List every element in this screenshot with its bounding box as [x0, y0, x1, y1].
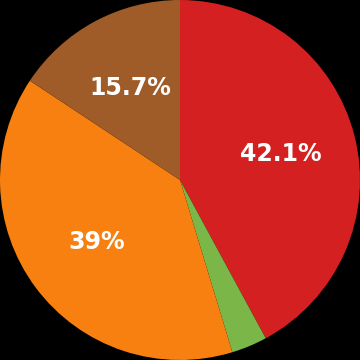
Text: 39%: 39%	[68, 230, 125, 255]
Text: 42.1%: 42.1%	[240, 142, 322, 166]
Wedge shape	[180, 180, 266, 352]
Wedge shape	[30, 0, 180, 180]
Wedge shape	[0, 81, 233, 360]
Text: 15.7%: 15.7%	[90, 76, 171, 100]
Wedge shape	[180, 0, 360, 338]
